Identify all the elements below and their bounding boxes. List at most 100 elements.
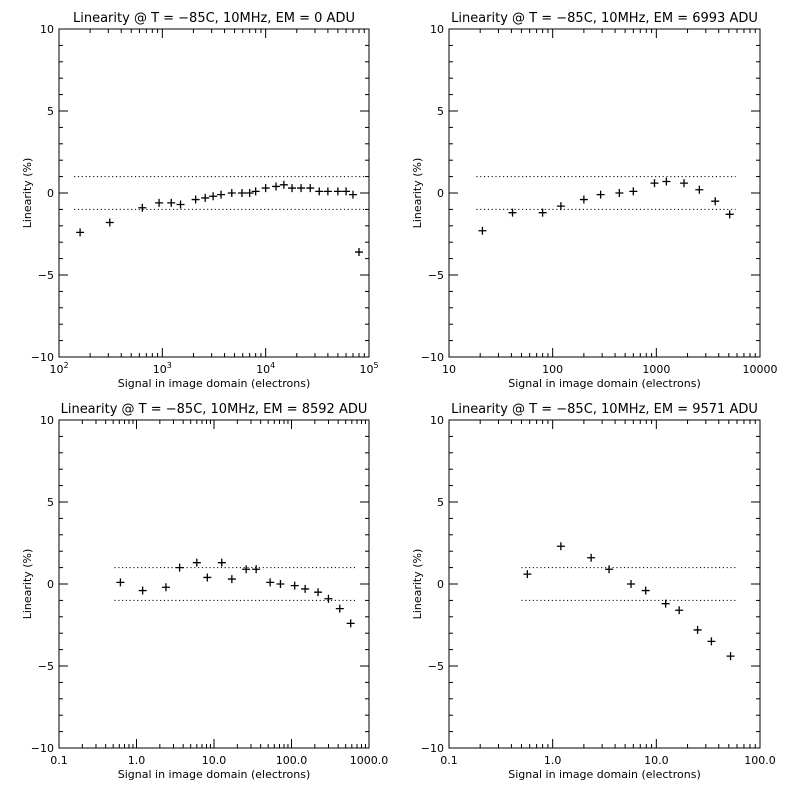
data-point — [556, 542, 565, 551]
x-tick-label: 1000 — [642, 363, 670, 376]
data-point — [297, 184, 306, 193]
data-point — [138, 203, 147, 212]
data-point — [538, 208, 547, 217]
data-point — [346, 619, 355, 628]
plot-frame — [448, 419, 761, 749]
plot-frame — [448, 28, 761, 358]
y-tick-label: 5 — [437, 105, 444, 118]
x-tick-label: 105 — [359, 361, 378, 376]
x-tick-label: 10.0 — [644, 754, 669, 767]
data-point — [306, 184, 315, 193]
data-point — [261, 184, 270, 193]
x-tick-label: 1.0 — [544, 754, 562, 767]
y-tick-label: 0 — [47, 187, 54, 200]
x-axis-label: Signal in image domain (electrons) — [118, 768, 311, 781]
data-point — [354, 248, 363, 257]
data-point — [587, 553, 596, 562]
data-point — [288, 184, 297, 193]
data-point — [301, 584, 310, 593]
x-axis-label: Signal in image domain (electrons) — [508, 377, 701, 390]
y-tick-label: 5 — [437, 496, 444, 509]
y-axis-label: Linearity (%) — [21, 158, 34, 229]
data-point — [711, 197, 720, 206]
y-tick-label: −10 — [421, 742, 444, 755]
y-axis-label: Linearity (%) — [411, 158, 424, 229]
data-point — [641, 586, 650, 595]
y-tick-label: 10 — [430, 23, 444, 36]
chart-panel-2: Linearity @ T = −85C, 10MHz, EM = 6993 A… — [411, 11, 778, 390]
chart-panel-3: Linearity @ T = −85C, 10MHz, EM = 8592 A… — [21, 402, 388, 781]
x-tick-label: 0.1 — [50, 754, 68, 767]
data-point — [324, 594, 333, 603]
x-tick-label: 100 — [542, 363, 563, 376]
plot-frame — [58, 419, 370, 749]
data-point — [556, 202, 565, 211]
data-point — [201, 193, 210, 202]
data-point — [290, 581, 299, 590]
data-point — [227, 575, 236, 584]
data-point — [272, 182, 281, 191]
data-point — [693, 625, 702, 634]
data-point — [695, 185, 704, 194]
data-point — [707, 637, 716, 646]
chart-title: Linearity @ T = −85C, 10MHz, EM = 9571 A… — [451, 402, 758, 417]
y-tick-label: −5 — [428, 660, 444, 673]
x-tick-label: 10.0 — [202, 754, 227, 767]
y-tick-label: −5 — [38, 660, 54, 673]
data-point — [237, 189, 246, 197]
y-tick-label: −10 — [421, 351, 444, 364]
x-tick-label: 10 — [442, 363, 456, 376]
y-tick-label: 10 — [430, 414, 444, 427]
y-axis-label: Linearity (%) — [21, 549, 34, 620]
data-point — [116, 578, 125, 587]
data-point — [333, 187, 342, 196]
x-tick-label: 100.0 — [744, 754, 776, 767]
data-point — [323, 187, 332, 196]
data-point — [191, 195, 200, 204]
data-point — [478, 226, 487, 235]
data-point — [252, 565, 261, 574]
chart-title: Linearity @ T = −85C, 10MHz, EM = 0 ADU — [73, 11, 355, 26]
data-point — [217, 190, 226, 199]
x-tick-label: 1000.0 — [350, 754, 389, 767]
data-point — [680, 179, 689, 188]
y-tick-label: 0 — [437, 187, 444, 200]
data-point — [615, 189, 624, 197]
data-point — [155, 198, 164, 207]
chart-panel-1: Linearity @ T = −85C, 10MHz, EM = 0 ADU −… — [21, 11, 379, 390]
x-tick-label: 103 — [153, 361, 172, 376]
data-point — [203, 573, 212, 582]
x-tick-label: 0.1 — [440, 754, 458, 767]
chart-title: Linearity @ T = −85C, 10MHz, EM = 8592 A… — [61, 402, 368, 417]
x-tick-label: 104 — [256, 361, 275, 376]
data-point — [335, 604, 344, 613]
x-axis-label: Signal in image domain (electrons) — [118, 377, 311, 390]
y-tick-label: 5 — [47, 496, 54, 509]
y-tick-label: 10 — [40, 414, 54, 427]
data-point — [508, 208, 517, 217]
data-point — [342, 187, 351, 196]
data-point — [245, 189, 254, 197]
data-point — [662, 177, 671, 186]
data-point — [266, 578, 275, 587]
chart-title: Linearity @ T = −85C, 10MHz, EM = 6993 A… — [451, 11, 758, 26]
data-point — [675, 606, 684, 615]
data-point — [629, 187, 638, 196]
data-point — [76, 228, 85, 237]
y-tick-label: 10 — [40, 23, 54, 36]
data-point — [725, 210, 734, 219]
data-point — [523, 570, 532, 579]
x-tick-label: 10000 — [743, 363, 778, 376]
y-tick-label: 0 — [437, 578, 444, 591]
data-point — [175, 563, 184, 572]
plot-frame — [58, 28, 370, 358]
data-point — [579, 195, 588, 204]
data-point — [650, 179, 659, 188]
y-tick-label: 5 — [47, 105, 54, 118]
data-point — [279, 180, 288, 189]
data-point — [726, 652, 735, 661]
y-axis-label: Linearity (%) — [411, 549, 424, 620]
data-point — [167, 198, 176, 207]
data-point — [348, 190, 357, 199]
